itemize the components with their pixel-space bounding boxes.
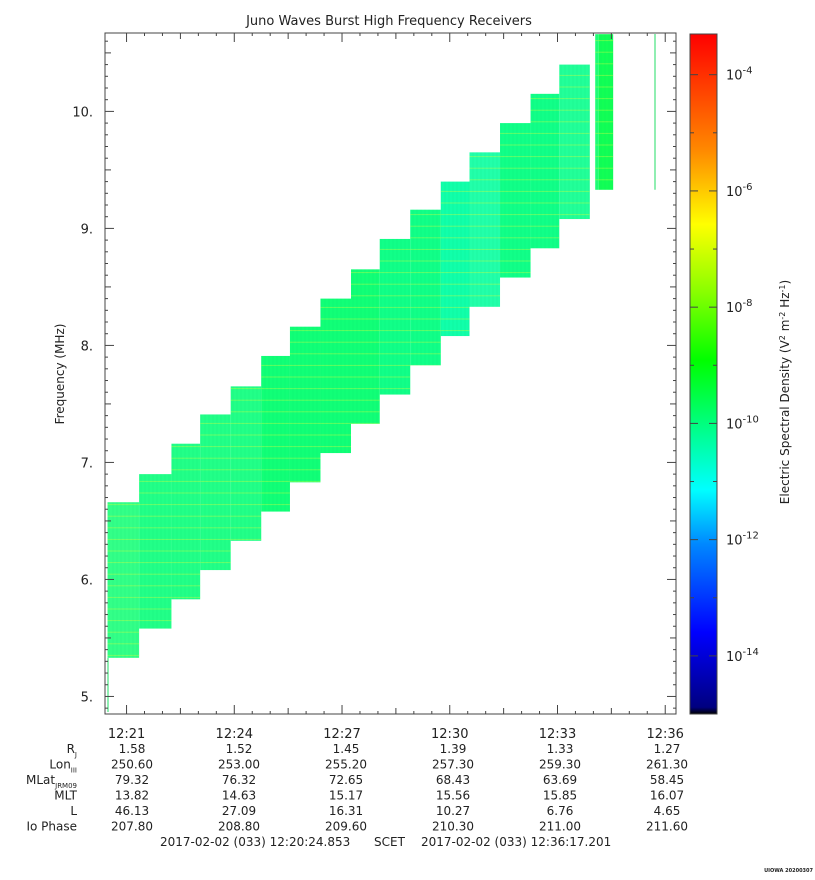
- version-stamp: UIOWA 20200307: [764, 868, 813, 874]
- ephemeris-value: 15.56: [436, 789, 470, 803]
- ephemeris-table: RJ 1.58 1.52 1.45 1.39 1.33 1.27 LonIII 250.60 25…: [26, 742, 688, 834]
- ephemeris-value: 10.27: [436, 804, 470, 818]
- spectrum-block-texture-10: [410, 209, 441, 366]
- ephemeris-value: 261.30: [646, 758, 688, 772]
- spectrum-block-texture-4: [230, 386, 262, 541]
- ephemeris-value: 68.43: [436, 773, 470, 787]
- spectrum-block-texture-17: [598, 34, 614, 190]
- ephemeris-value: 1.27: [654, 742, 681, 756]
- spectrum-block-texture-8: [350, 269, 380, 424]
- ephemeris-value: 16.07: [650, 789, 684, 803]
- ephemeris-row-label: MLT: [54, 789, 77, 803]
- spectrum-block-texture-0: [107, 502, 140, 658]
- x-tick-label: 12:36: [646, 727, 683, 742]
- colorbar-tick-label: 10-10: [726, 414, 759, 432]
- ephemeris-value: 211.60: [646, 820, 688, 834]
- ephemeris-value: 16.31: [329, 804, 363, 818]
- spectrum-block-texture-7: [320, 298, 351, 454]
- ephemeris-value: 1.52: [226, 742, 253, 756]
- footer-end-time: 2017-02-02 (033) 12:36:17.201: [421, 835, 611, 849]
- x-tick-label: 12:21: [108, 727, 145, 742]
- ephemeris-value: 255.20: [325, 758, 367, 772]
- spectrum-block-texture-11: [440, 181, 470, 337]
- ephemeris-value: 6.76: [547, 804, 574, 818]
- ephemeris-value: 13.82: [115, 789, 149, 803]
- x-tick-label: 12:27: [323, 727, 360, 742]
- y-axis: 5. 6. 7. 8. 9. 10.: [72, 40, 676, 709]
- ephemeris-value: 208.80: [218, 820, 260, 834]
- ephemeris-value: 46.13: [115, 804, 149, 818]
- colorbar-tick-label: 10-6: [726, 182, 753, 200]
- footer-start-time: 2017-02-02 (033) 12:20:24.853: [160, 835, 350, 849]
- ephemeris-row-label: Io Phase: [26, 820, 77, 834]
- spectrum-block-texture-14: [530, 93, 560, 249]
- y-axis-label: Frequency (MHz): [53, 324, 67, 425]
- ephemeris-row-label: MLatJRM09: [26, 773, 77, 790]
- ephemeris-row-label: RJ: [67, 742, 77, 759]
- x-tick-label: 12:24: [216, 727, 253, 742]
- spectrum-block-texture-3: [200, 414, 231, 571]
- colorbar-label: Electric Spectral Density (V2 m-2 Hz-1): [778, 280, 793, 504]
- ephemeris-value: 1.45: [333, 742, 360, 756]
- colorbar-tick-label: 10-4: [726, 66, 753, 84]
- ephemeris-value: 27.09: [222, 804, 256, 818]
- spectrum-block-texture-16: [595, 34, 599, 190]
- ephemeris-value: 14.63: [222, 789, 256, 803]
- ephemeris-value: 209.60: [325, 820, 367, 834]
- ephemeris-value: 72.65: [329, 773, 363, 787]
- ephemeris-value: 79.32: [115, 773, 149, 787]
- ephemeris-value: 210.30: [432, 820, 474, 834]
- y-tick-label: 8.: [81, 339, 93, 354]
- ephemeris-value: 250.60: [111, 758, 153, 772]
- spectrum-block-texture-1: [139, 474, 172, 629]
- spectrum-block-texture-9: [379, 238, 411, 395]
- ephemeris-value: 1.58: [119, 742, 146, 756]
- colorbar-tick-label: 10-8: [726, 298, 753, 316]
- spectrum-block-texture-5: [261, 355, 290, 512]
- spectrum-block-texture-2: [171, 443, 201, 600]
- ephemeris-row-label: LonIII: [49, 758, 77, 775]
- ephemeris-value: 1.39: [440, 742, 467, 756]
- y-tick-label: 9.: [81, 222, 93, 237]
- colorbar-ticks: 10-4 10-6 10-8 10-10 10-12 10-14: [690, 66, 759, 715]
- x-tick-label: 12:33: [539, 727, 576, 742]
- chart-title: Juno Waves Burst High Frequency Receiver…: [245, 14, 532, 29]
- spectrum-block-texture-15: [559, 64, 590, 220]
- ephemeris-value: 4.65: [654, 804, 681, 818]
- colorbar: 10-4 10-6 10-8 10-10 10-12 10-14 Electric Spe…: [689, 33, 793, 715]
- y-tick-label: 7.: [81, 456, 93, 471]
- ephemeris-value: 15.85: [543, 789, 577, 803]
- ephemeris-value: 253.00: [218, 758, 260, 772]
- x-tick-label: 12:30: [431, 727, 468, 742]
- spectrum-blocks: [107, 34, 614, 658]
- y-tick-label: 5.: [81, 690, 93, 705]
- ephemeris-value: 1.33: [547, 742, 574, 756]
- ephemeris-value: 58.45: [650, 773, 684, 787]
- spectrum-block-texture-13: [500, 123, 531, 278]
- y-tick-label: 6.: [81, 573, 93, 588]
- colorbar-tick-label: 10-12: [726, 531, 759, 549]
- x-axis: 12:21 12:24 12:27 12:30 12:33 12:36: [108, 33, 684, 742]
- ephemeris-value: 211.00: [539, 820, 581, 834]
- spectrum-block-texture-6: [289, 326, 321, 483]
- footer-scet-label: SCET: [374, 835, 406, 849]
- colorbar-gradient: [689, 33, 718, 715]
- ephemeris-value: 259.30: [539, 758, 581, 772]
- ephemeris-value: 257.30: [432, 758, 474, 772]
- ephemeris-value: 63.69: [543, 773, 577, 787]
- y-tick-label: 10.: [72, 105, 93, 120]
- ephemeris-value: 207.80: [111, 820, 153, 834]
- plot-area: 5.6.7.8.9.10. 12:21 12:24 12:27 12:30 12:33 1…: [72, 32, 684, 742]
- ephemeris-value: 76.32: [222, 773, 256, 787]
- plot-frame: [104, 32, 677, 715]
- ephemeris-value: 15.17: [329, 789, 363, 803]
- ephemeris-row-label: L: [70, 804, 77, 818]
- colorbar-tick-label: 10-14: [726, 647, 759, 665]
- spectrum-block-texture-12: [469, 152, 501, 307]
